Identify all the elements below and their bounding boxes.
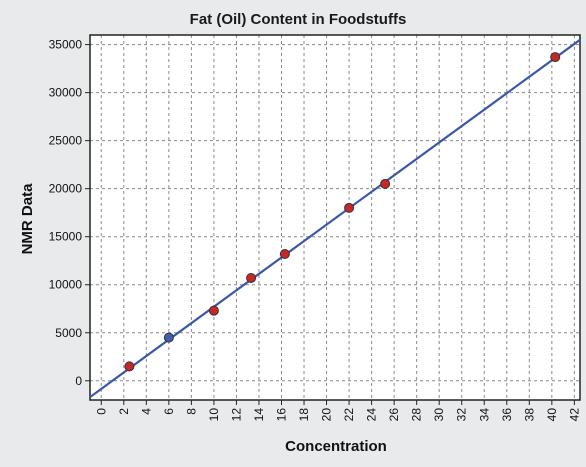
x-tick-label: 18 — [297, 408, 311, 422]
data-point — [246, 273, 257, 284]
x-tick-label: 38 — [522, 408, 536, 422]
chart-title: Fat (Oil) Content in Foodstuffs — [190, 11, 407, 28]
x-tick-label: 30 — [432, 408, 446, 422]
x-tick-label: 28 — [410, 408, 424, 422]
x-tick-label: 34 — [477, 408, 491, 422]
x-tick-label: 42 — [567, 408, 581, 422]
x-axis-label: Concentration — [285, 438, 387, 455]
y-tick-label: 0 — [75, 374, 82, 388]
y-tick-label: 10000 — [49, 278, 83, 292]
y-tick-label: 20000 — [49, 182, 83, 196]
x-tick-label: 24 — [365, 408, 379, 422]
y-tick-label: 30000 — [49, 86, 83, 100]
data-point — [163, 332, 174, 343]
x-tick-label: 8 — [184, 408, 198, 415]
data-point — [550, 52, 561, 63]
x-tick-label: 32 — [455, 408, 469, 422]
x-tick-label: 40 — [545, 408, 559, 422]
y-tick-label: 35000 — [49, 38, 83, 52]
x-tick-label: 10 — [207, 408, 221, 422]
y-tick-label: 25000 — [49, 134, 83, 148]
plot-frame — [89, 34, 581, 401]
y-tick-label: 15000 — [49, 230, 83, 244]
x-tick-label: 26 — [387, 408, 401, 422]
x-tick-label: 2 — [117, 408, 131, 415]
x-tick-label: 36 — [500, 408, 514, 422]
data-point — [279, 249, 290, 259]
x-tick-label: 12 — [229, 408, 243, 422]
x-tick-label: 0 — [94, 408, 108, 415]
y-tick-label: 5000 — [55, 326, 82, 340]
data-point — [344, 202, 355, 213]
data-point — [380, 178, 391, 189]
x-tick-label: 4 — [139, 408, 153, 415]
x-tick-label: 22 — [342, 408, 356, 422]
x-tick-label: 14 — [252, 408, 266, 422]
x-tick-label: 20 — [320, 408, 334, 422]
x-tick-label: 6 — [162, 408, 176, 415]
y-axis-label: NMR Data — [19, 183, 36, 254]
x-tick-label: 16 — [274, 408, 288, 422]
data-point — [208, 305, 219, 316]
data-point — [124, 361, 135, 372]
